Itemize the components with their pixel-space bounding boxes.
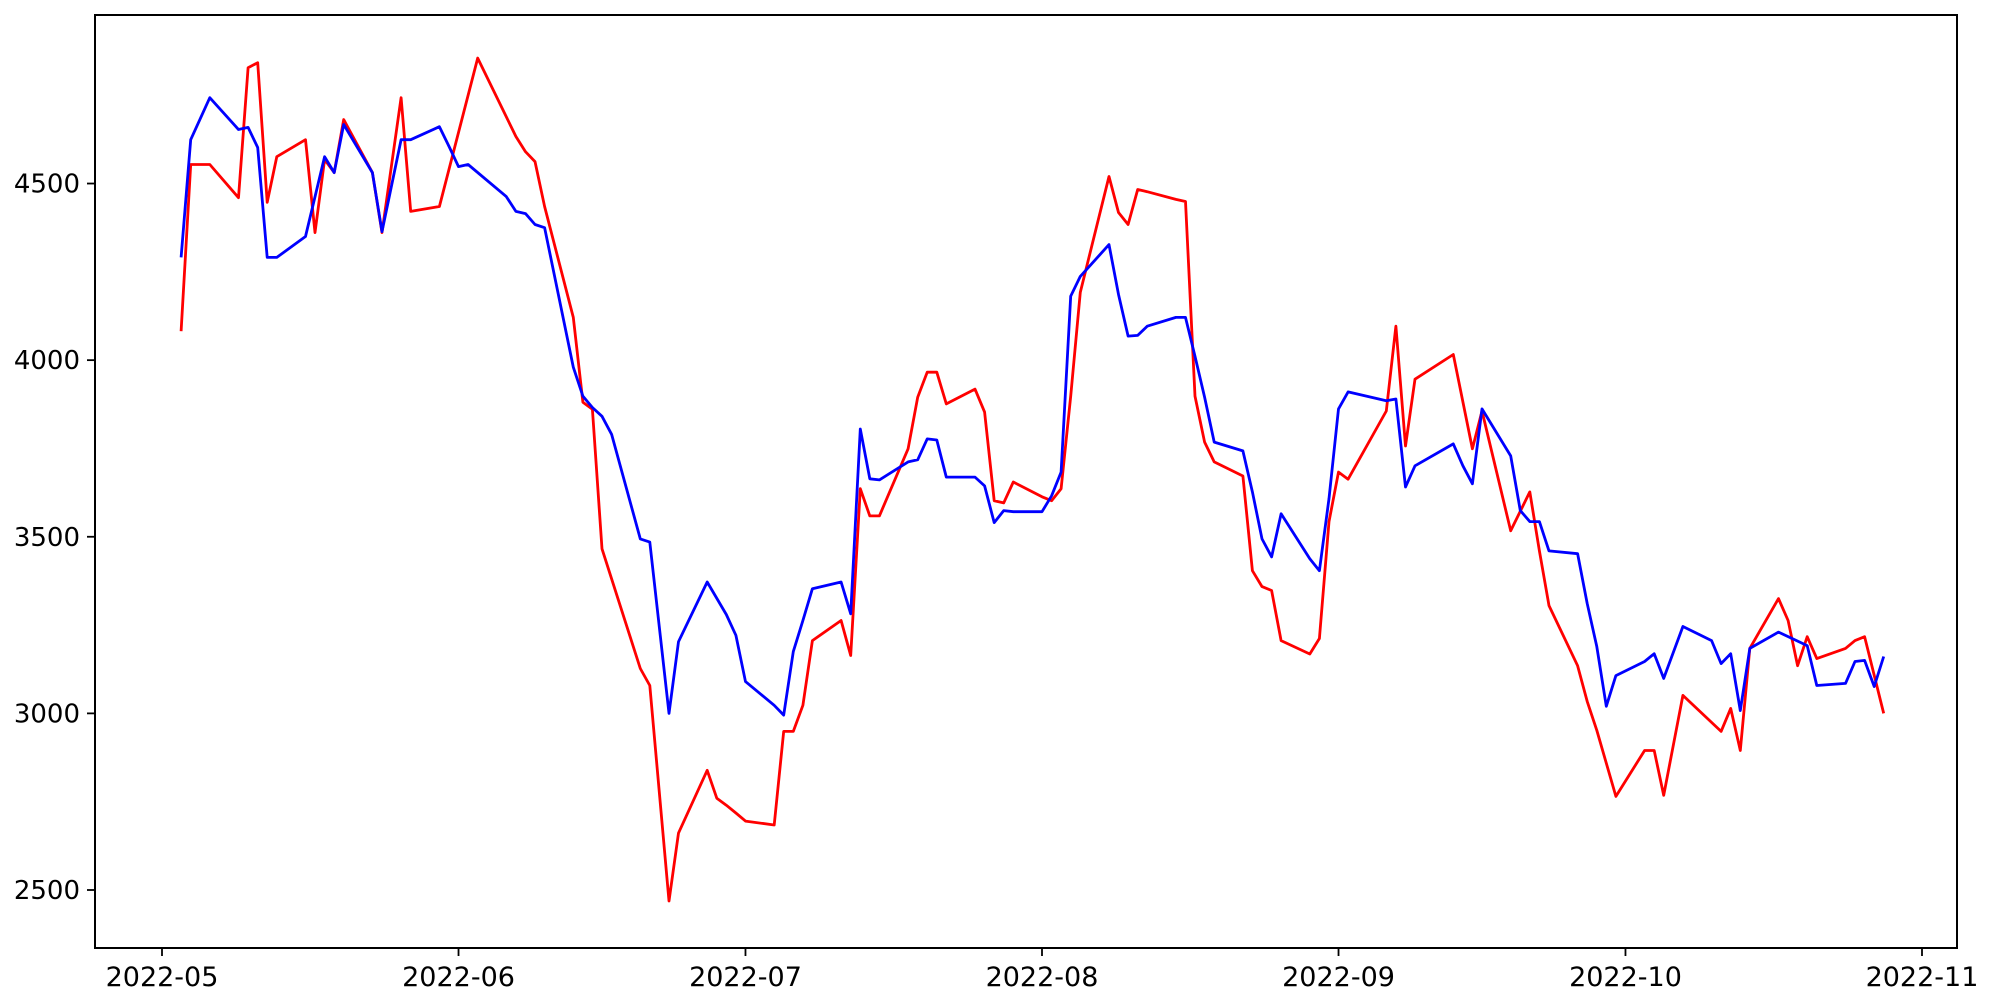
x-tick-label: 2022-08 [986,962,1099,993]
red-series-line [179,56,1886,903]
y-tick-label: 4500 [14,170,80,200]
x-tick-label: 2022-05 [106,962,219,993]
y-tick-label: 3000 [14,699,80,729]
y-tick-label: 3500 [14,523,80,553]
x-tick-label: 2022-09 [1282,962,1395,993]
x-tick-label: 2022-10 [1569,962,1682,993]
axes-spines [94,14,1958,949]
x-tick-label: 2022-07 [689,962,802,993]
y-tick-label: 2500 [14,876,80,906]
x-tick-label: 2022-11 [1866,962,1979,993]
blue-series-line [179,96,1886,717]
y-tick-label: 4000 [14,346,80,376]
x-tick-label: 2022-06 [402,962,515,993]
